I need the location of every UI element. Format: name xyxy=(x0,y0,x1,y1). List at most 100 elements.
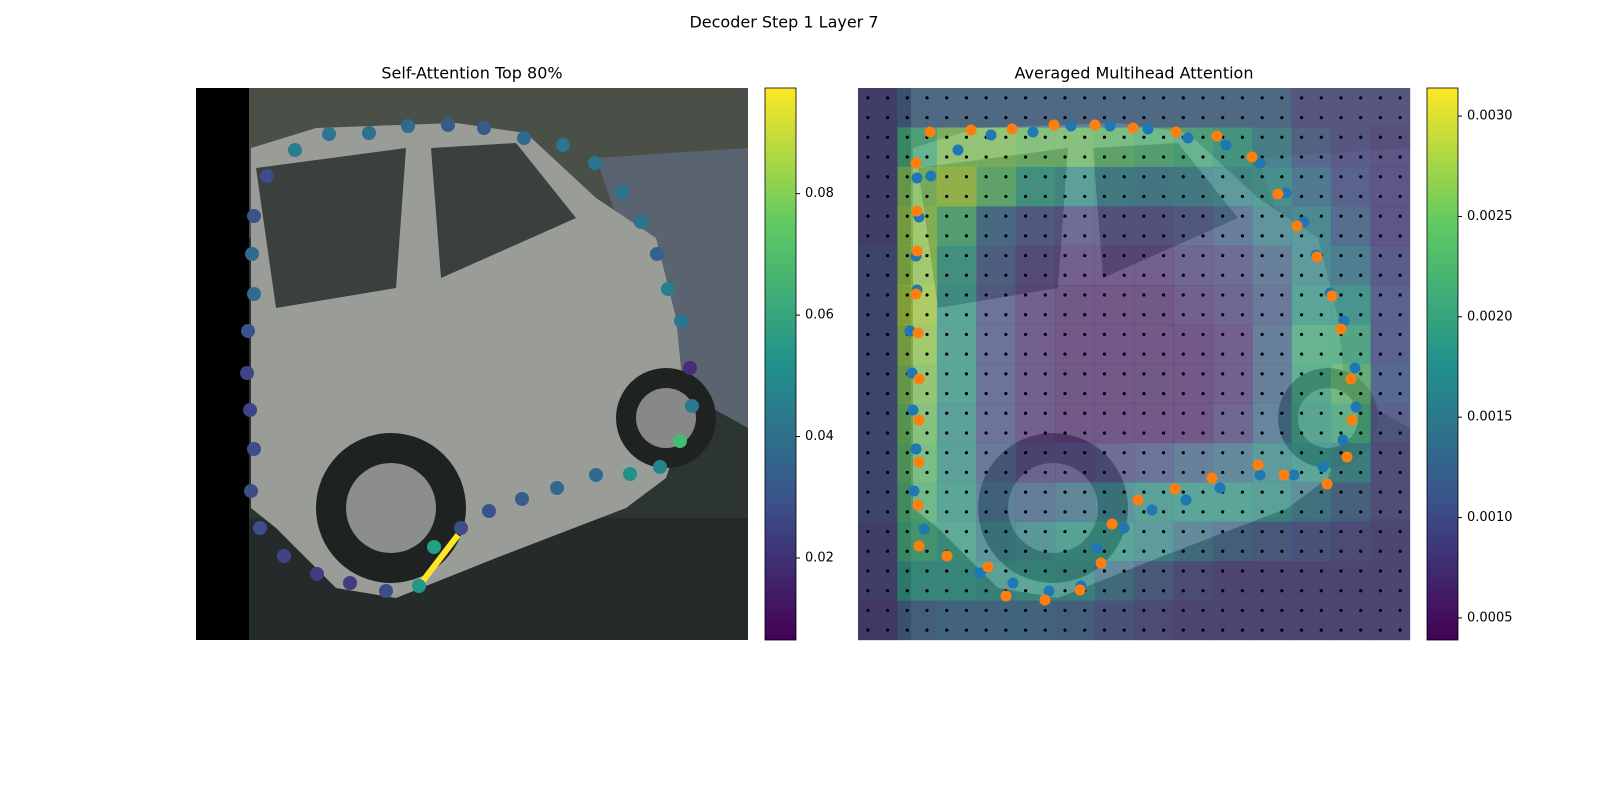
grid-dot xyxy=(1339,352,1343,356)
grid-dot xyxy=(1398,549,1402,553)
grid-dot xyxy=(1161,175,1166,179)
grid-dot xyxy=(1299,332,1304,337)
grid-dot xyxy=(1063,372,1067,376)
grid-dot xyxy=(1260,411,1264,415)
grid-dot xyxy=(1280,628,1284,632)
grid-dot xyxy=(866,135,870,139)
grid-dot xyxy=(1181,214,1185,218)
grid-dot xyxy=(905,470,909,475)
grid-dot xyxy=(964,155,969,159)
heatmap-cell xyxy=(936,88,977,128)
sample-point xyxy=(1000,590,1012,602)
grid-dot xyxy=(1280,411,1284,415)
grid-dot xyxy=(905,293,909,297)
heatmap-cell xyxy=(1173,285,1214,325)
grid-dot xyxy=(1280,293,1284,297)
grid-dot xyxy=(1004,529,1008,534)
heatmap-cell xyxy=(976,442,1017,483)
grid-dot xyxy=(1240,234,1245,238)
sample-point xyxy=(1335,323,1347,335)
grid-dot xyxy=(925,490,929,494)
grid-dot xyxy=(1161,391,1166,396)
grid-dot xyxy=(1378,135,1383,139)
heatmap-cell xyxy=(1212,285,1253,325)
grid-dot xyxy=(1240,490,1245,494)
grid-dot xyxy=(1043,313,1047,317)
grid-dot xyxy=(885,135,890,139)
grid-dot xyxy=(1299,628,1304,632)
grid-dot xyxy=(1102,234,1107,238)
grid-dot xyxy=(1280,510,1284,514)
sample-point xyxy=(1074,584,1086,596)
grid-dot xyxy=(905,529,909,534)
grid-dot xyxy=(1043,175,1047,179)
grid-dot xyxy=(1063,253,1067,258)
grid-dot xyxy=(1299,549,1304,553)
attention-point xyxy=(245,247,259,261)
sample-point xyxy=(1095,557,1107,569)
panel-title: Self-Attention Top 80% xyxy=(381,64,562,83)
grid-dot xyxy=(1161,332,1166,337)
heatmap-cell xyxy=(976,521,1017,562)
grid-dot xyxy=(1122,589,1126,593)
grid-dot xyxy=(1201,431,1205,435)
grid-dot xyxy=(866,451,870,455)
grid-dot xyxy=(866,234,870,238)
heatmap-cell xyxy=(858,324,898,365)
colorbar-tick-label: 0.04 xyxy=(805,429,834,444)
sample-point xyxy=(1337,434,1349,446)
heatmap-cell xyxy=(858,482,898,523)
heatmap-cell xyxy=(1291,166,1332,207)
grid-dot xyxy=(905,313,909,317)
heatmap-cell xyxy=(897,600,938,641)
grid-dot xyxy=(945,214,949,218)
grid-dot xyxy=(1142,569,1146,573)
grid-dot xyxy=(1043,253,1047,258)
grid-dot xyxy=(1299,175,1304,179)
heatmap-cell xyxy=(936,245,977,286)
grid-dot xyxy=(925,628,929,632)
heatmap-cell xyxy=(936,442,977,483)
sample-point xyxy=(1211,130,1223,142)
sample-point xyxy=(910,288,922,300)
grid-dot xyxy=(964,332,969,337)
grid-dot xyxy=(1083,411,1087,415)
grid-dot xyxy=(1260,273,1264,277)
grid-dot xyxy=(1339,175,1343,179)
grid-dot xyxy=(1083,352,1087,356)
grid-dot xyxy=(925,372,929,376)
grid-dot xyxy=(1240,115,1245,120)
grid-dot xyxy=(1004,214,1008,218)
sample-point xyxy=(1146,504,1158,516)
heatmap-cell xyxy=(976,364,1017,404)
grid-dot xyxy=(1083,253,1087,258)
sample-point xyxy=(1039,594,1051,606)
grid-dot xyxy=(1339,411,1343,415)
grid-dot xyxy=(1083,490,1087,494)
grid-dot xyxy=(885,510,890,514)
grid-dot xyxy=(945,155,949,159)
grid-dot xyxy=(1378,352,1383,356)
attention-point xyxy=(243,403,257,417)
heatmap-cell xyxy=(1134,442,1174,483)
grid-dot xyxy=(1181,313,1185,317)
grid-dot xyxy=(1043,293,1047,297)
grid-dot xyxy=(1023,490,1028,494)
grid-dot xyxy=(964,608,969,613)
sample-point xyxy=(965,124,977,136)
grid-dot xyxy=(1142,332,1146,337)
grid-dot xyxy=(1142,589,1146,593)
grid-dot xyxy=(925,115,929,120)
grid-dot xyxy=(1378,214,1383,218)
grid-dot xyxy=(1181,608,1185,613)
grid-dot xyxy=(1359,253,1363,258)
heatmap-cell xyxy=(1212,364,1253,404)
heatmap-cell xyxy=(936,364,977,404)
grid-dot xyxy=(1142,234,1146,238)
grid-dot xyxy=(1122,431,1126,435)
grid-dot xyxy=(1083,391,1087,396)
heatmap-cell xyxy=(1173,206,1214,247)
grid-dot xyxy=(1083,372,1087,376)
heatmap-cell xyxy=(1015,403,1056,444)
grid-dot xyxy=(1339,155,1343,159)
